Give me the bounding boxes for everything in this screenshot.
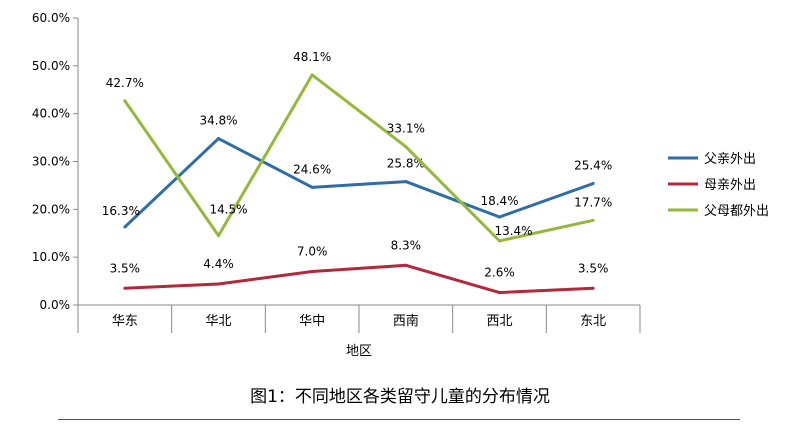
- y-tick-label: 40.0%: [32, 107, 70, 121]
- series-line-3: [123, 73, 594, 243]
- data-point: [310, 73, 314, 77]
- data-label: 14.5%: [209, 203, 247, 217]
- data-point: [123, 99, 127, 103]
- data-point: [217, 137, 220, 141]
- data-point: [498, 215, 501, 219]
- series-line-2: [124, 263, 594, 295]
- data-label: 18.4%: [480, 194, 518, 208]
- data-point: [404, 145, 408, 149]
- y-tick-label: 50.0%: [32, 59, 70, 73]
- data-label: 24.6%: [293, 162, 331, 176]
- data-label: 48.1%: [293, 50, 331, 64]
- x-tick-label: 西北: [486, 314, 512, 329]
- x-tick-label: 华中: [299, 314, 325, 329]
- x-tick-label: 西南: [393, 313, 419, 329]
- data-point: [404, 263, 408, 267]
- x-tick-label: 华北: [205, 314, 231, 329]
- legend-label: 母亲外出: [704, 178, 756, 193]
- x-tick-label: 华东: [112, 314, 138, 329]
- data-point: [123, 286, 127, 290]
- data-point: [591, 218, 595, 222]
- x-axis-title: 地区: [346, 344, 372, 359]
- data-label: 34.8%: [199, 114, 237, 128]
- data-point: [404, 180, 408, 184]
- figure-caption: 图1：不同地区各类留守儿童的分布情况: [250, 387, 550, 407]
- y-tick-label: 20.0%: [32, 202, 70, 216]
- data-label: 42.7%: [106, 76, 144, 90]
- data-label: 3.5%: [578, 261, 609, 275]
- legend-label: 父亲外出: [704, 152, 756, 167]
- data-point: [498, 291, 501, 295]
- data-point: [217, 282, 220, 286]
- data-label: 25.8%: [387, 157, 425, 171]
- data-point: [123, 225, 127, 229]
- data-label: 2.6%: [484, 266, 515, 280]
- y-tick-label: 0.0%: [40, 298, 71, 312]
- data-label: 4.4%: [203, 257, 234, 271]
- data-label: 33.1%: [387, 122, 425, 136]
- line-chart: 0.0% 10.0% 20.0% 30.0% 40.0% 50.0% 60.0% 华东 华北 华中…: [32, 11, 769, 359]
- data-point: [591, 182, 595, 186]
- data-label: 13.4%: [494, 224, 532, 238]
- y-tick-label: 10.0%: [32, 250, 70, 264]
- legend-label: 父母都外出: [704, 204, 769, 219]
- data-point: [498, 239, 501, 243]
- data-label: 8.3%: [391, 238, 422, 252]
- data-point: [310, 185, 314, 189]
- data-point: [310, 270, 314, 274]
- bottom-divider: [58, 419, 740, 420]
- data-point: [591, 286, 595, 290]
- x-tick-label: 东北: [580, 314, 606, 329]
- data-label: 16.3%: [102, 204, 140, 218]
- data-label: 7.0%: [297, 245, 328, 259]
- data-label: 17.7%: [574, 195, 612, 209]
- data-label: 25.4%: [574, 159, 612, 173]
- series-line-1: [123, 137, 594, 229]
- y-tick-label: 60.0%: [32, 11, 70, 25]
- y-tick-label: 30.0%: [32, 155, 70, 169]
- data-point: [217, 234, 220, 238]
- data-label: 3.5%: [110, 261, 141, 275]
